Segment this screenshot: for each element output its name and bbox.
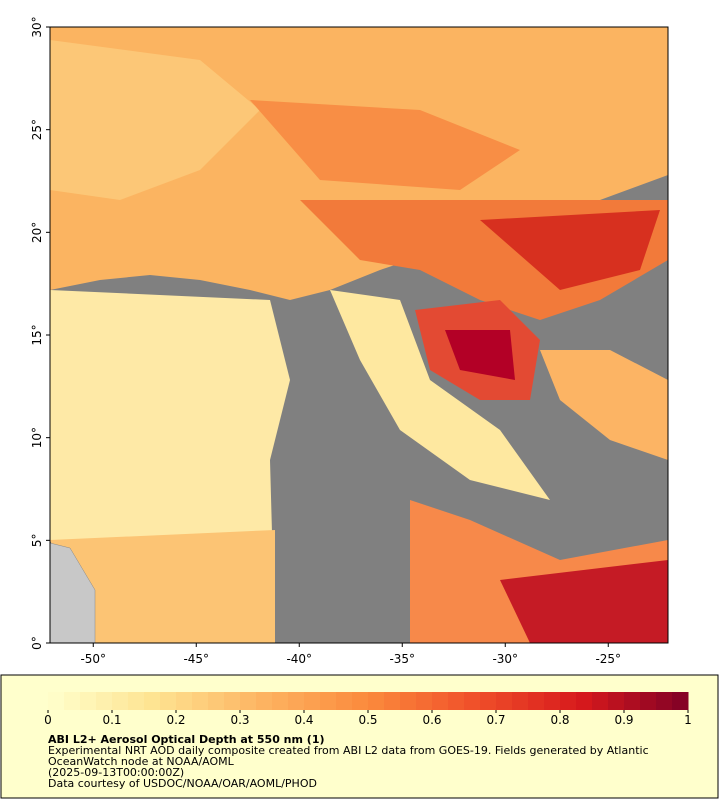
colorbar-tick-label: 0.5 [358,713,377,727]
colorbar-step [608,692,625,710]
colorbar-step [352,692,369,710]
colorbar-step [640,692,657,710]
colorbar-tick-label: 0.2 [166,713,185,727]
colorbar-tick-label: 0.7 [486,713,505,727]
y-tick-label: 5° [30,534,44,548]
x-tick-label: -50° [80,652,106,666]
colorbar: 0 0.1 0.2 0.3 0.4 0.5 0.6 0.7 0.8 0.9 1 [44,692,692,727]
y-tick-label: 25° [30,119,44,140]
colorbar-step [304,692,321,710]
colorbar-step [144,692,161,710]
caption-line: Data courtesy of USDOC/NOAA/OAR/AOML/PHO… [48,777,317,790]
colorbar-step [128,692,145,710]
aod-region [540,350,668,460]
colorbar-step [48,692,65,710]
map-raster [49,26,669,644]
colorbar-step [480,692,497,710]
colorbar-step [288,692,305,710]
colorbar-step [496,692,513,710]
colorbar-step [256,692,273,710]
colorbar-step [672,692,689,710]
colorbar-step [80,692,97,710]
axis-ticks: -50° -45° -40° -35° -30° -25° 0° 5° 10° 15° 20° 25°… [30,16,621,666]
x-tick-label: -35° [389,652,415,666]
colorbar-tick-label: 0.1 [102,713,121,727]
colorbar-tick-label: 0.4 [294,713,313,727]
colorbar-step [224,692,241,710]
colorbar-tick-label: 0.8 [550,713,569,727]
caption-line: OceanWatch node at NOAA/AOML [48,755,235,768]
colorbar-step [432,692,449,710]
colorbar-step [576,692,593,710]
y-tick-label: 15° [30,324,44,345]
colorbar-step [624,692,641,710]
colorbar-step [64,692,81,710]
y-tick-label: 20° [30,222,44,243]
colorbar-step [592,692,609,710]
colorbar-tick-label: 0 [44,713,52,727]
colorbar-step [176,692,193,710]
colorbar-step [240,692,257,710]
aod-region [50,40,260,200]
colorbar-tick-label: 1 [684,713,692,727]
colorbar-tick-label: 0.3 [230,713,249,727]
colorbar-step [320,692,337,710]
aod-region [500,560,668,643]
colorbar-step [560,692,577,710]
caption-line: (2025-09-13T00:00:00Z) [48,766,184,779]
colorbar-step [528,692,545,710]
colorbar-step [160,692,177,710]
x-tick-label: -45° [183,652,209,666]
x-tick-label: -40° [286,652,312,666]
x-tick-label: -30° [492,652,518,666]
colorbar-step [448,692,465,710]
colorbar-step [208,692,225,710]
colorbar-tick-label: 0.6 [422,713,441,727]
aod-region [330,290,550,500]
colorbar-step [400,692,417,710]
colorbar-step [96,692,113,710]
aod-region [445,330,515,380]
colorbar-step [416,692,433,710]
colorbar-step [544,692,561,710]
aod-region [480,210,660,290]
y-tick-label: 30° [30,16,44,37]
colorbar-step [656,692,673,710]
colorbar-step [512,692,529,710]
colorbar-step [464,692,481,710]
aod-region [250,100,520,190]
y-tick-label: 0° [30,636,44,650]
colorbar-tick-label: 0.9 [614,713,633,727]
caption-title: ABI L2+ Aerosol Optical Depth at 550 nm … [48,733,325,746]
colorbar-step [192,692,209,710]
colorbar-step [384,692,401,710]
x-tick-label: -25° [595,652,621,666]
caption-line: Experimental NRT AOD daily composite cre… [48,744,649,757]
colorbar-step [112,692,129,710]
aod-region [50,530,275,643]
colorbar-step [368,692,385,710]
y-tick-label: 10° [30,427,44,448]
colorbar-step [336,692,353,710]
colorbar-step [272,692,289,710]
